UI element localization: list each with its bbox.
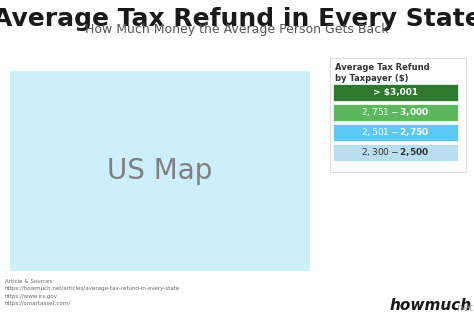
Text: US Map: US Map [107,157,213,185]
Text: Average Tax Refund in Every State: Average Tax Refund in Every State [0,7,474,31]
Bar [10,71,310,271]
Text: $2,751 - $3,000: $2,751 - $3,000 [361,107,430,118]
Bar [333,124,458,141]
Bar [333,104,458,121]
Text: $2,501 - $2,750: $2,501 - $2,750 [361,126,430,138]
Bar [330,58,466,172]
Text: howmuch: howmuch [390,298,472,313]
Text: How Much Money the Average Person Gets Back: How Much Money the Average Person Gets B… [85,23,389,36]
Text: $2,300 - $2,500: $2,300 - $2,500 [361,147,430,159]
Text: .net: .net [454,303,473,313]
Text: Article & Sources:
https://howmuch.net/articles/average-tax-refund-in-every-stat: Article & Sources: https://howmuch.net/a… [5,279,180,306]
Bar [333,84,458,101]
Text: Average Tax Refund
by Taxpayer ($): Average Tax Refund by Taxpayer ($) [335,63,429,83]
Text: > $3,001: > $3,001 [373,88,418,97]
Bar [333,144,458,161]
